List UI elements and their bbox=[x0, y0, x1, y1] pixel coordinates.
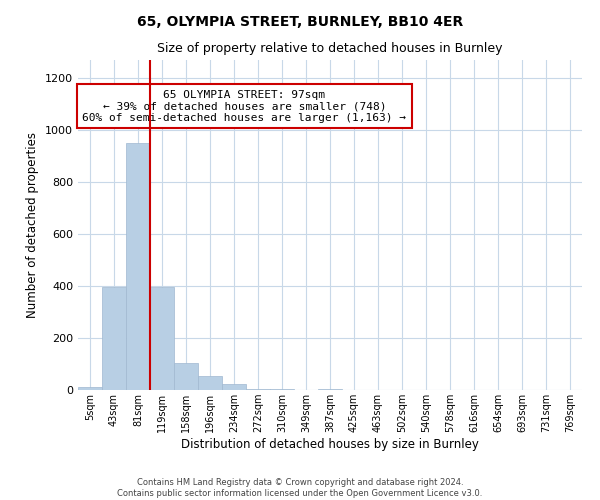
Text: 65, OLYMPIA STREET, BURNLEY, BB10 4ER: 65, OLYMPIA STREET, BURNLEY, BB10 4ER bbox=[137, 15, 463, 29]
Text: Contains HM Land Registry data © Crown copyright and database right 2024.
Contai: Contains HM Land Registry data © Crown c… bbox=[118, 478, 482, 498]
Bar bbox=[198, 376, 222, 390]
Title: Size of property relative to detached houses in Burnley: Size of property relative to detached ho… bbox=[157, 42, 503, 54]
Bar bbox=[270, 388, 294, 390]
Bar bbox=[174, 362, 198, 390]
Bar bbox=[318, 388, 342, 390]
X-axis label: Distribution of detached houses by size in Burnley: Distribution of detached houses by size … bbox=[181, 438, 479, 451]
Text: 65 OLYMPIA STREET: 97sqm
← 39% of detached houses are smaller (748)
60% of semi-: 65 OLYMPIA STREET: 97sqm ← 39% of detach… bbox=[82, 90, 406, 123]
Bar bbox=[222, 384, 246, 390]
Bar bbox=[126, 143, 150, 390]
Bar bbox=[78, 388, 102, 390]
Y-axis label: Number of detached properties: Number of detached properties bbox=[26, 132, 40, 318]
Bar bbox=[102, 288, 126, 390]
Bar bbox=[150, 288, 174, 390]
Bar bbox=[246, 388, 270, 390]
